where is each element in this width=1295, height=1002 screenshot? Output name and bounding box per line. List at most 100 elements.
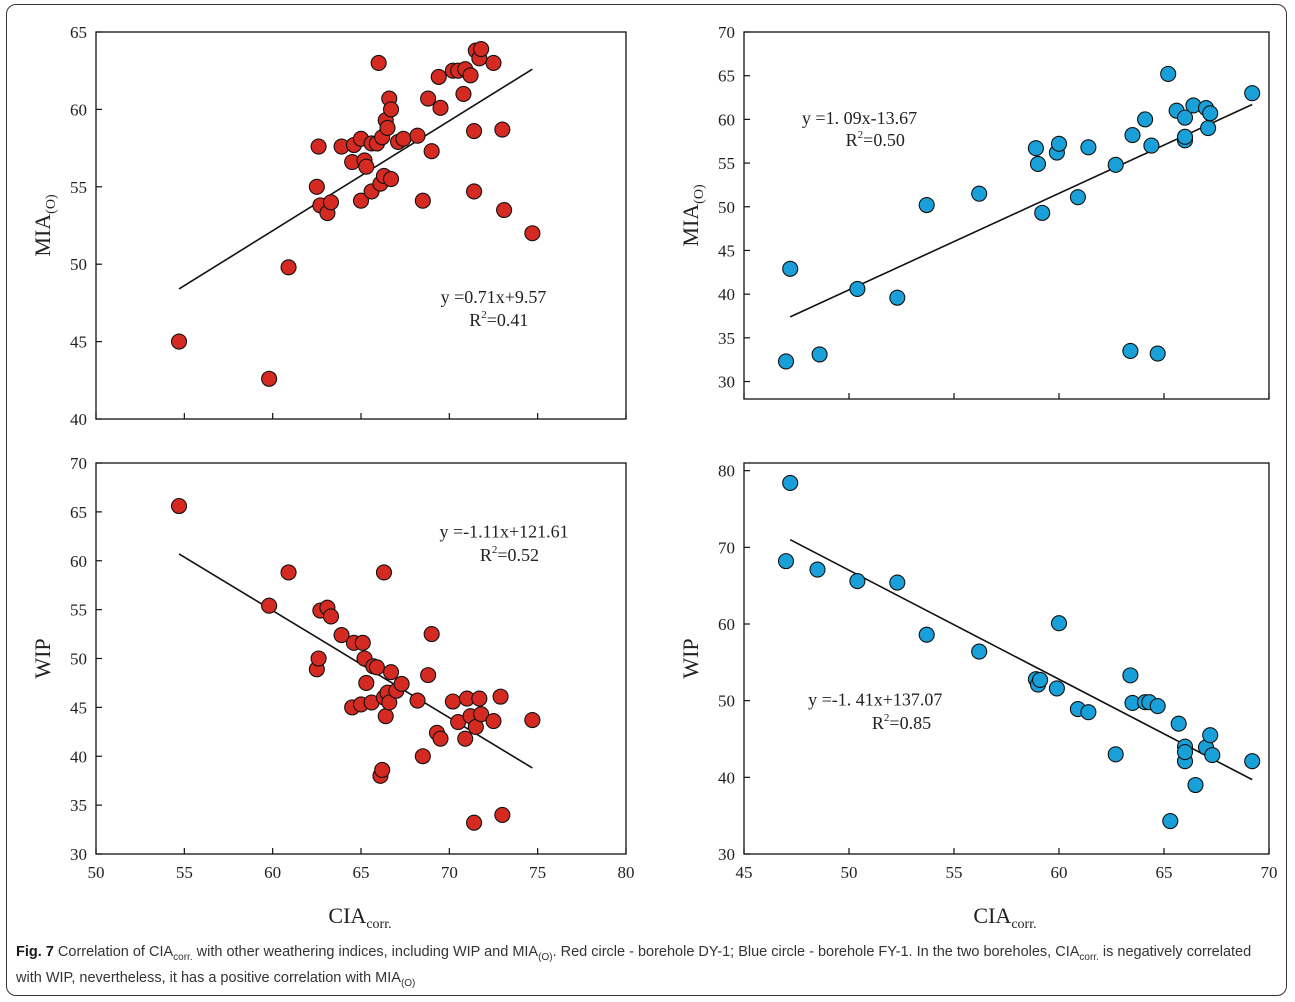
- y-axis-label: WIP: [30, 638, 55, 678]
- data-point: [1176, 128, 1194, 145]
- y-tick-label: 50: [70, 255, 87, 274]
- data-point: [1034, 204, 1051, 221]
- data-point: [473, 706, 490, 723]
- r-squared-main: R: [872, 713, 884, 733]
- data-point: [420, 90, 437, 107]
- x-tick-label: 50: [88, 863, 105, 882]
- data-point: [261, 597, 278, 614]
- y-tick-label: 80: [718, 462, 735, 481]
- regression-line: [178, 553, 533, 769]
- r-squared-label: R2=0.41: [469, 309, 528, 330]
- data-point: [430, 68, 447, 85]
- data-point: [432, 99, 449, 116]
- y-tick-label: 50: [718, 198, 735, 217]
- data-point: [375, 564, 393, 581]
- data-point: [466, 183, 483, 200]
- r-squared-sup: 2: [492, 544, 498, 556]
- plot-area-frame: [95, 31, 627, 420]
- caption-text-2: with other weathering indices, including…: [192, 944, 539, 960]
- data-point: [1027, 140, 1044, 157]
- r-squared-sup: 2: [884, 712, 890, 724]
- data-point: [1124, 127, 1141, 144]
- y-tick-label: 60: [70, 100, 87, 119]
- data-point: [423, 143, 440, 160]
- r-squared-main: R: [469, 310, 481, 330]
- y-tick-label: 70: [70, 454, 87, 473]
- y-tick-label: 45: [70, 333, 87, 352]
- plot-area-frame: [743, 462, 1270, 855]
- y-tick-label: 55: [70, 178, 87, 197]
- data-point: [1050, 615, 1068, 632]
- caption-text-4: is negatively correlated with WIP, never…: [16, 944, 1252, 986]
- caption-sub-4: (O): [400, 977, 416, 989]
- data-point: [1149, 345, 1166, 362]
- data-point: [354, 634, 371, 651]
- x-tick-label: 60: [264, 863, 281, 882]
- x-axis-label-main: CIA: [973, 903, 1011, 928]
- caption-sub-3: corr.: [1079, 951, 1099, 963]
- y-tick-label: 70: [718, 538, 735, 557]
- data-point: [1122, 667, 1139, 684]
- data-point: [1143, 137, 1160, 154]
- data-point: [358, 674, 375, 691]
- data-point: [492, 688, 509, 705]
- y-axis-label-sub: (O): [692, 184, 707, 204]
- data-point: [782, 260, 799, 277]
- y-tick-label: 30: [70, 845, 87, 864]
- x-tick-label: 50: [841, 863, 858, 882]
- r-squared-label: R2=0.85: [872, 712, 931, 733]
- data-point: [1107, 746, 1124, 763]
- regression-line: [178, 68, 533, 290]
- y-tick-label: 40: [718, 768, 735, 787]
- data-point: [382, 171, 400, 188]
- data-point: [889, 289, 906, 306]
- data-point: [1187, 776, 1204, 794]
- caption-text-3: . Red circle - borehole DY-1; Blue circl…: [552, 944, 1080, 960]
- data-point: [1050, 135, 1068, 152]
- r-squared-sup: 2: [481, 309, 487, 321]
- data-point: [261, 370, 278, 387]
- caption-text-1: Correlation of CIA: [53, 944, 174, 960]
- x-axis-label-sub: corr.: [1011, 917, 1036, 932]
- r-squared-sup: 2: [858, 129, 864, 141]
- y-axis-label-main: WIP: [678, 638, 703, 678]
- data-point: [377, 708, 394, 725]
- y-axis-label-main: MIA: [678, 204, 703, 247]
- figure-caption: Fig. 7 Correlation of CIAcorr. with othe…: [16, 942, 1278, 994]
- data-point: [1029, 155, 1047, 172]
- data-point: [1149, 697, 1166, 715]
- y-axis-label: WIP: [678, 638, 703, 678]
- data-point: [1080, 704, 1097, 721]
- data-point: [777, 353, 795, 370]
- regression-equation: y =0.71x+9.57: [441, 287, 547, 307]
- data-point: [379, 119, 396, 137]
- data-point: [382, 101, 400, 118]
- data-point: [485, 713, 502, 730]
- data-point: [1200, 120, 1217, 137]
- x-tick-label: 65: [353, 863, 370, 882]
- data-point: [471, 690, 488, 707]
- y-tick-label: 55: [718, 154, 735, 173]
- y-tick-label: 40: [70, 410, 87, 429]
- data-point: [322, 608, 340, 625]
- y-tick-label: 35: [718, 329, 735, 348]
- y-tick-label: 30: [718, 373, 735, 392]
- data-point: [918, 626, 935, 643]
- x-tick-label: 55: [176, 863, 193, 882]
- data-point: [1107, 156, 1124, 173]
- data-point: [1202, 105, 1219, 122]
- data-point: [423, 626, 440, 643]
- r-squared-main: R: [480, 545, 492, 565]
- data-point: [381, 694, 398, 711]
- data-point: [1122, 342, 1139, 359]
- x-axis-label: CIAcorr.: [328, 903, 391, 932]
- data-point: [368, 659, 385, 676]
- x-axis-label-sub: corr.: [366, 917, 391, 932]
- x-tick-label: 65: [1156, 863, 1173, 882]
- y-tick-label: 70: [718, 23, 735, 42]
- data-point: [170, 333, 188, 350]
- y-tick-label: 60: [718, 615, 735, 634]
- y-tick-label: 35: [70, 796, 87, 815]
